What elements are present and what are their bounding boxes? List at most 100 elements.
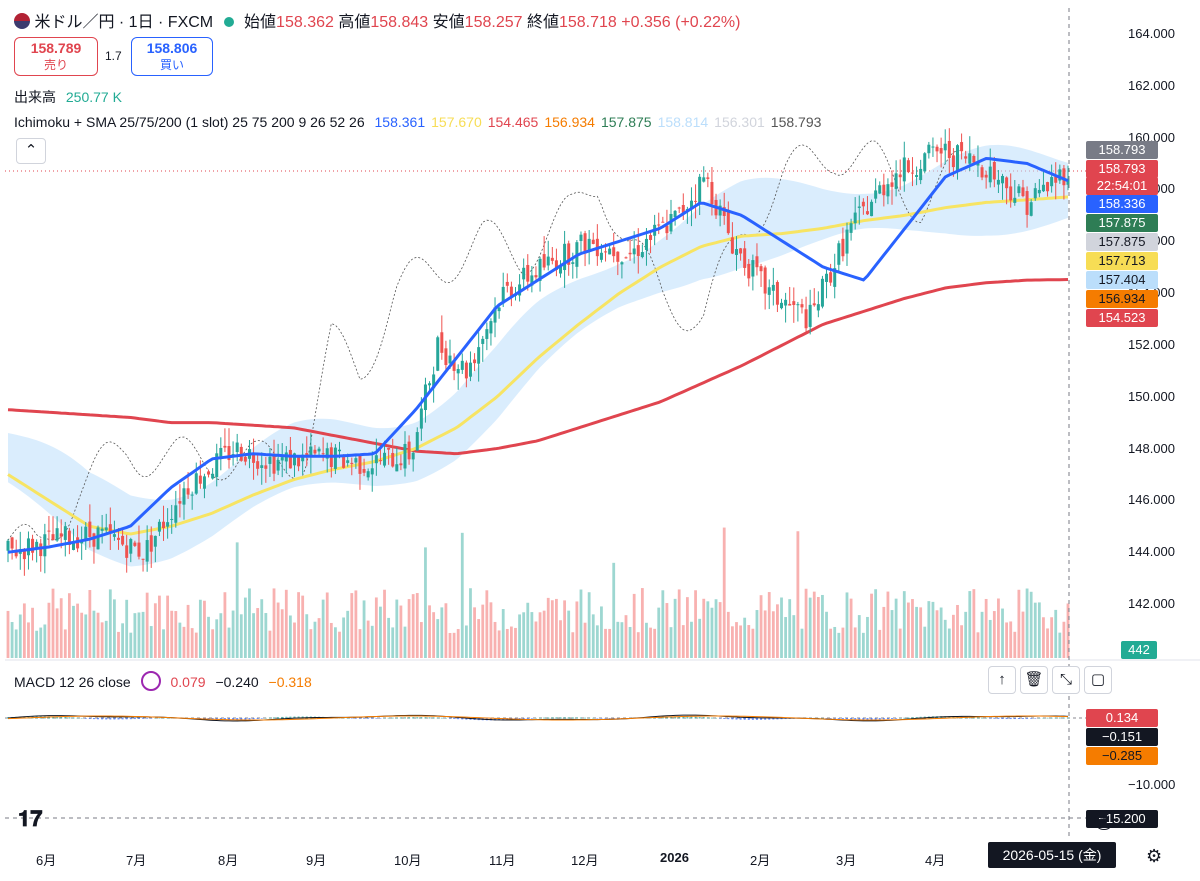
lagging-span-line bbox=[7, 140, 962, 541]
indicator-value: 156.934 bbox=[544, 114, 595, 130]
volume-bar bbox=[788, 599, 792, 658]
candle-body bbox=[198, 475, 202, 484]
macd-histogram-bar bbox=[821, 717, 824, 719]
macd-histogram-bar bbox=[236, 718, 239, 720]
macd-histogram-bar bbox=[968, 717, 971, 719]
volume-bar bbox=[346, 610, 350, 658]
indicator-value: 158.793 bbox=[770, 114, 822, 130]
candle-body bbox=[759, 266, 763, 272]
macd-histogram-bar bbox=[989, 718, 992, 719]
candle-body bbox=[452, 360, 456, 371]
candle-body bbox=[325, 448, 329, 459]
volume-bar bbox=[428, 605, 431, 658]
price-tag: 158.793 bbox=[1086, 141, 1158, 159]
maximize-icon[interactable]: ▢ bbox=[1084, 666, 1112, 694]
candle-body bbox=[215, 453, 219, 478]
candle-body bbox=[399, 463, 403, 466]
macd-histogram-bar bbox=[240, 718, 243, 720]
macd-histogram-bar bbox=[547, 717, 550, 719]
macd-histogram-bar bbox=[342, 717, 345, 719]
price-tag: 158.793 bbox=[1086, 160, 1158, 178]
indicator-legend[interactable]: Ichimoku + SMA 25/75/200 (1 slot) 25 75 … bbox=[14, 114, 827, 130]
candle-body bbox=[722, 207, 726, 216]
macd-histogram-bar bbox=[522, 718, 525, 720]
candle-body bbox=[1066, 178, 1070, 185]
candle-body bbox=[837, 243, 841, 265]
volume-legend[interactable]: 出来高 250.77 K bbox=[14, 87, 128, 107]
gear-icon[interactable]: ⚙ bbox=[1146, 846, 1163, 866]
candle-body bbox=[141, 558, 145, 560]
volume-bar bbox=[866, 616, 869, 658]
candle-body bbox=[51, 534, 55, 541]
macd-histogram-bar bbox=[494, 718, 497, 721]
candle-body bbox=[550, 257, 554, 261]
volume-bar bbox=[55, 608, 59, 658]
volume-bar bbox=[280, 609, 284, 658]
candle-body bbox=[861, 201, 865, 207]
volume-bar bbox=[624, 615, 628, 658]
candle-body bbox=[534, 275, 538, 278]
candle-body bbox=[219, 448, 223, 457]
candle-body bbox=[473, 359, 477, 364]
macd-histogram-bar bbox=[88, 718, 91, 719]
tradingview-logo-icon[interactable]: 𝟏𝟕 bbox=[18, 806, 43, 831]
trash-icon[interactable]: 🗑 bbox=[1020, 666, 1048, 694]
macd-histogram-bar bbox=[260, 718, 263, 719]
macd-histogram-bar bbox=[882, 718, 885, 720]
x-axis-label: 11月 bbox=[489, 853, 516, 868]
volume-bar bbox=[395, 599, 399, 658]
volume-bar bbox=[526, 602, 530, 658]
candle-body bbox=[771, 284, 775, 291]
chevron-up-icon[interactable]: ⌃ bbox=[16, 138, 46, 164]
candle-body bbox=[26, 538, 30, 556]
macd-histogram-bar bbox=[289, 716, 292, 719]
candle-body bbox=[931, 146, 935, 148]
macd-value-2: −0.240 bbox=[215, 674, 259, 690]
collapse-icon[interactable]: ⤡ bbox=[1052, 666, 1080, 694]
volume-bar bbox=[857, 615, 861, 658]
macd-histogram-bar bbox=[551, 717, 554, 719]
volume-bar bbox=[43, 624, 47, 658]
macd-settings-icon[interactable] bbox=[140, 671, 161, 691]
volume-bar bbox=[992, 611, 996, 658]
volume-bar bbox=[645, 622, 648, 658]
candle-body bbox=[1058, 169, 1062, 181]
volume-bar bbox=[509, 626, 513, 658]
volume-bar bbox=[329, 622, 333, 658]
volume-bar bbox=[747, 625, 751, 658]
symbol-title[interactable]: 米ドル／円 · 1日 · FXCM bbox=[34, 14, 214, 31]
volume-bar bbox=[555, 598, 558, 658]
volume-bar bbox=[100, 622, 104, 658]
candle-body bbox=[268, 456, 272, 464]
candle-body bbox=[563, 243, 567, 271]
volume-bar bbox=[546, 597, 550, 658]
candle-body bbox=[129, 539, 133, 554]
macd-histogram-bar bbox=[387, 717, 390, 719]
buy-button[interactable]: 158.806 買い bbox=[131, 37, 213, 76]
candle-body bbox=[792, 301, 796, 305]
arrow-up-icon[interactable]: ↑ bbox=[988, 666, 1016, 694]
volume-bar bbox=[387, 617, 391, 658]
candle-body bbox=[1037, 189, 1041, 194]
candle-body bbox=[145, 540, 149, 562]
macd-histogram-bar bbox=[612, 718, 615, 719]
macd-histogram-bar bbox=[379, 718, 382, 719]
macd-legend[interactable]: MACD 12 26 close 0.079 −0.240 −0.318 bbox=[14, 671, 318, 691]
macd-histogram-bar bbox=[948, 716, 951, 719]
volume-bar bbox=[104, 620, 108, 658]
volume-bar bbox=[952, 614, 955, 658]
volume-bar bbox=[92, 610, 96, 658]
buy-label: 買い bbox=[159, 58, 184, 72]
sell-button[interactable]: 158.789 売り bbox=[14, 37, 98, 76]
symbol-header: 米ドル／円 · 1日 · FXCM 始値158.362 高値158.843 安値… bbox=[14, 8, 740, 32]
volume-bar bbox=[906, 602, 910, 658]
candle-body bbox=[743, 248, 747, 268]
candle-body bbox=[464, 362, 468, 379]
macd-title: MACD 12 26 close bbox=[14, 674, 131, 690]
macd-histogram-bar bbox=[686, 716, 689, 719]
candle-body bbox=[800, 304, 804, 308]
volume-bar bbox=[51, 588, 55, 658]
add-plus-icon[interactable]: + bbox=[1094, 810, 1114, 830]
volume-bar bbox=[911, 599, 914, 658]
